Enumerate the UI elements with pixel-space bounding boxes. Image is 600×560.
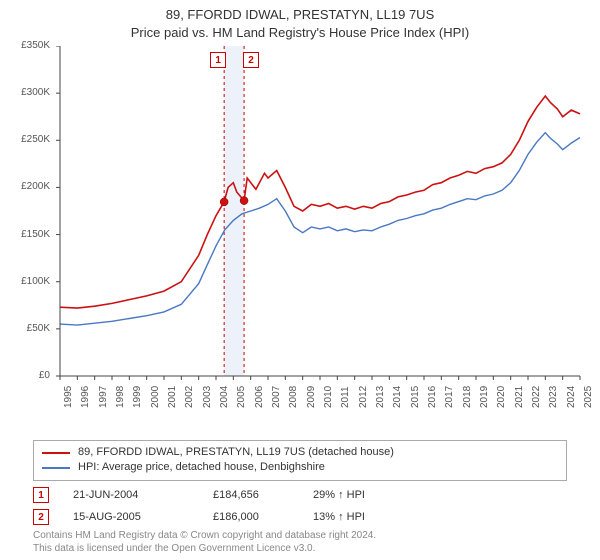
sale-row: 1 21-JUN-2004 £184,656 29% ↑ HPI [33,484,567,506]
legend: 89, FFORDD IDWAL, PRESTATYN, LL19 7US (d… [33,440,567,481]
x-tick-label: 2005 [236,386,247,408]
x-tick-label: 2002 [184,386,195,408]
sale-price: £184,656 [213,489,313,501]
y-tick-label: £300K [10,87,50,98]
x-tick-label: 2013 [375,386,386,408]
chart-container: 89, FFORDD IDWAL, PRESTATYN, LL19 7US Pr… [0,0,600,560]
y-tick-label: £0 [10,370,50,381]
x-tick-label: 2020 [496,386,507,408]
sale-rows: 1 21-JUN-2004 £184,656 29% ↑ HPI 2 15-AU… [33,484,567,528]
y-tick-label: £250K [10,134,50,145]
x-tick-label: 2009 [306,386,317,408]
sale-delta: 13% ↑ HPI [313,511,365,523]
x-tick-label: 2000 [150,386,161,408]
sale-marker-flag: 2 [243,52,259,68]
footer-line1: Contains HM Land Registry data © Crown c… [33,530,376,543]
y-tick-label: £100K [10,276,50,287]
x-tick-label: 2018 [462,386,473,408]
x-tick-label: 2001 [167,386,178,408]
x-tick-label: 1997 [98,386,109,408]
y-tick-label: £350K [10,40,50,51]
chart-svg [10,46,590,406]
y-tick-label: £200K [10,181,50,192]
sale-date: 15-AUG-2005 [73,511,213,523]
x-tick-label: 1996 [80,386,91,408]
x-tick-label: 2017 [444,386,455,408]
y-tick-label: £50K [10,323,50,334]
x-tick-label: 2021 [514,386,525,408]
sale-price: £186,000 [213,511,313,523]
x-tick-label: 2025 [583,386,594,408]
x-tick-label: 2019 [479,386,490,408]
sale-marker-icon: 2 [33,509,49,525]
sale-date: 21-JUN-2004 [73,489,213,501]
x-tick-label: 1998 [115,386,126,408]
sale-marker-icon: 1 [33,487,49,503]
y-tick-label: £150K [10,229,50,240]
title-line1: 89, FFORDD IDWAL, PRESTATYN, LL19 7US [0,6,600,24]
legend-row: HPI: Average price, detached house, Denb… [42,460,558,475]
x-tick-label: 2012 [358,386,369,408]
x-tick-label: 2010 [323,386,334,408]
legend-swatch [42,467,70,469]
title-line2: Price paid vs. HM Land Registry's House … [0,24,600,42]
x-tick-label: 2004 [219,386,230,408]
sale-row: 2 15-AUG-2005 £186,000 13% ↑ HPI [33,506,567,528]
x-tick-label: 2014 [392,386,403,408]
footer-line2: This data is licensed under the Open Gov… [33,543,376,556]
chart-title: 89, FFORDD IDWAL, PRESTATYN, LL19 7US Pr… [0,0,600,41]
x-tick-label: 1999 [132,386,143,408]
x-tick-label: 2023 [548,386,559,408]
sale-delta: 29% ↑ HPI [313,489,365,501]
footer: Contains HM Land Registry data © Crown c… [33,530,376,555]
chart-area: £0£50K£100K£150K£200K£250K£300K£350K 199… [10,46,590,406]
x-tick-label: 2006 [254,386,265,408]
legend-row: 89, FFORDD IDWAL, PRESTATYN, LL19 7US (d… [42,445,558,460]
x-tick-label: 2011 [340,386,351,408]
x-tick-label: 2008 [288,386,299,408]
x-tick-label: 2016 [427,386,438,408]
x-tick-label: 2015 [410,386,421,408]
legend-label: 89, FFORDD IDWAL, PRESTATYN, LL19 7US (d… [78,445,394,460]
legend-label: HPI: Average price, detached house, Denb… [78,460,325,475]
x-tick-label: 1995 [63,386,74,408]
legend-swatch [42,452,70,454]
x-tick-label: 2003 [202,386,213,408]
x-tick-label: 2007 [271,386,282,408]
x-tick-label: 2024 [566,386,577,408]
x-tick-label: 2022 [531,386,542,408]
sale-marker-flag: 1 [210,52,226,68]
